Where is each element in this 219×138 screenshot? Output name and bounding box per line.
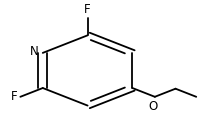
Text: F: F xyxy=(11,90,17,103)
Text: O: O xyxy=(148,100,157,113)
Text: N: N xyxy=(30,45,38,58)
Text: F: F xyxy=(84,3,91,16)
